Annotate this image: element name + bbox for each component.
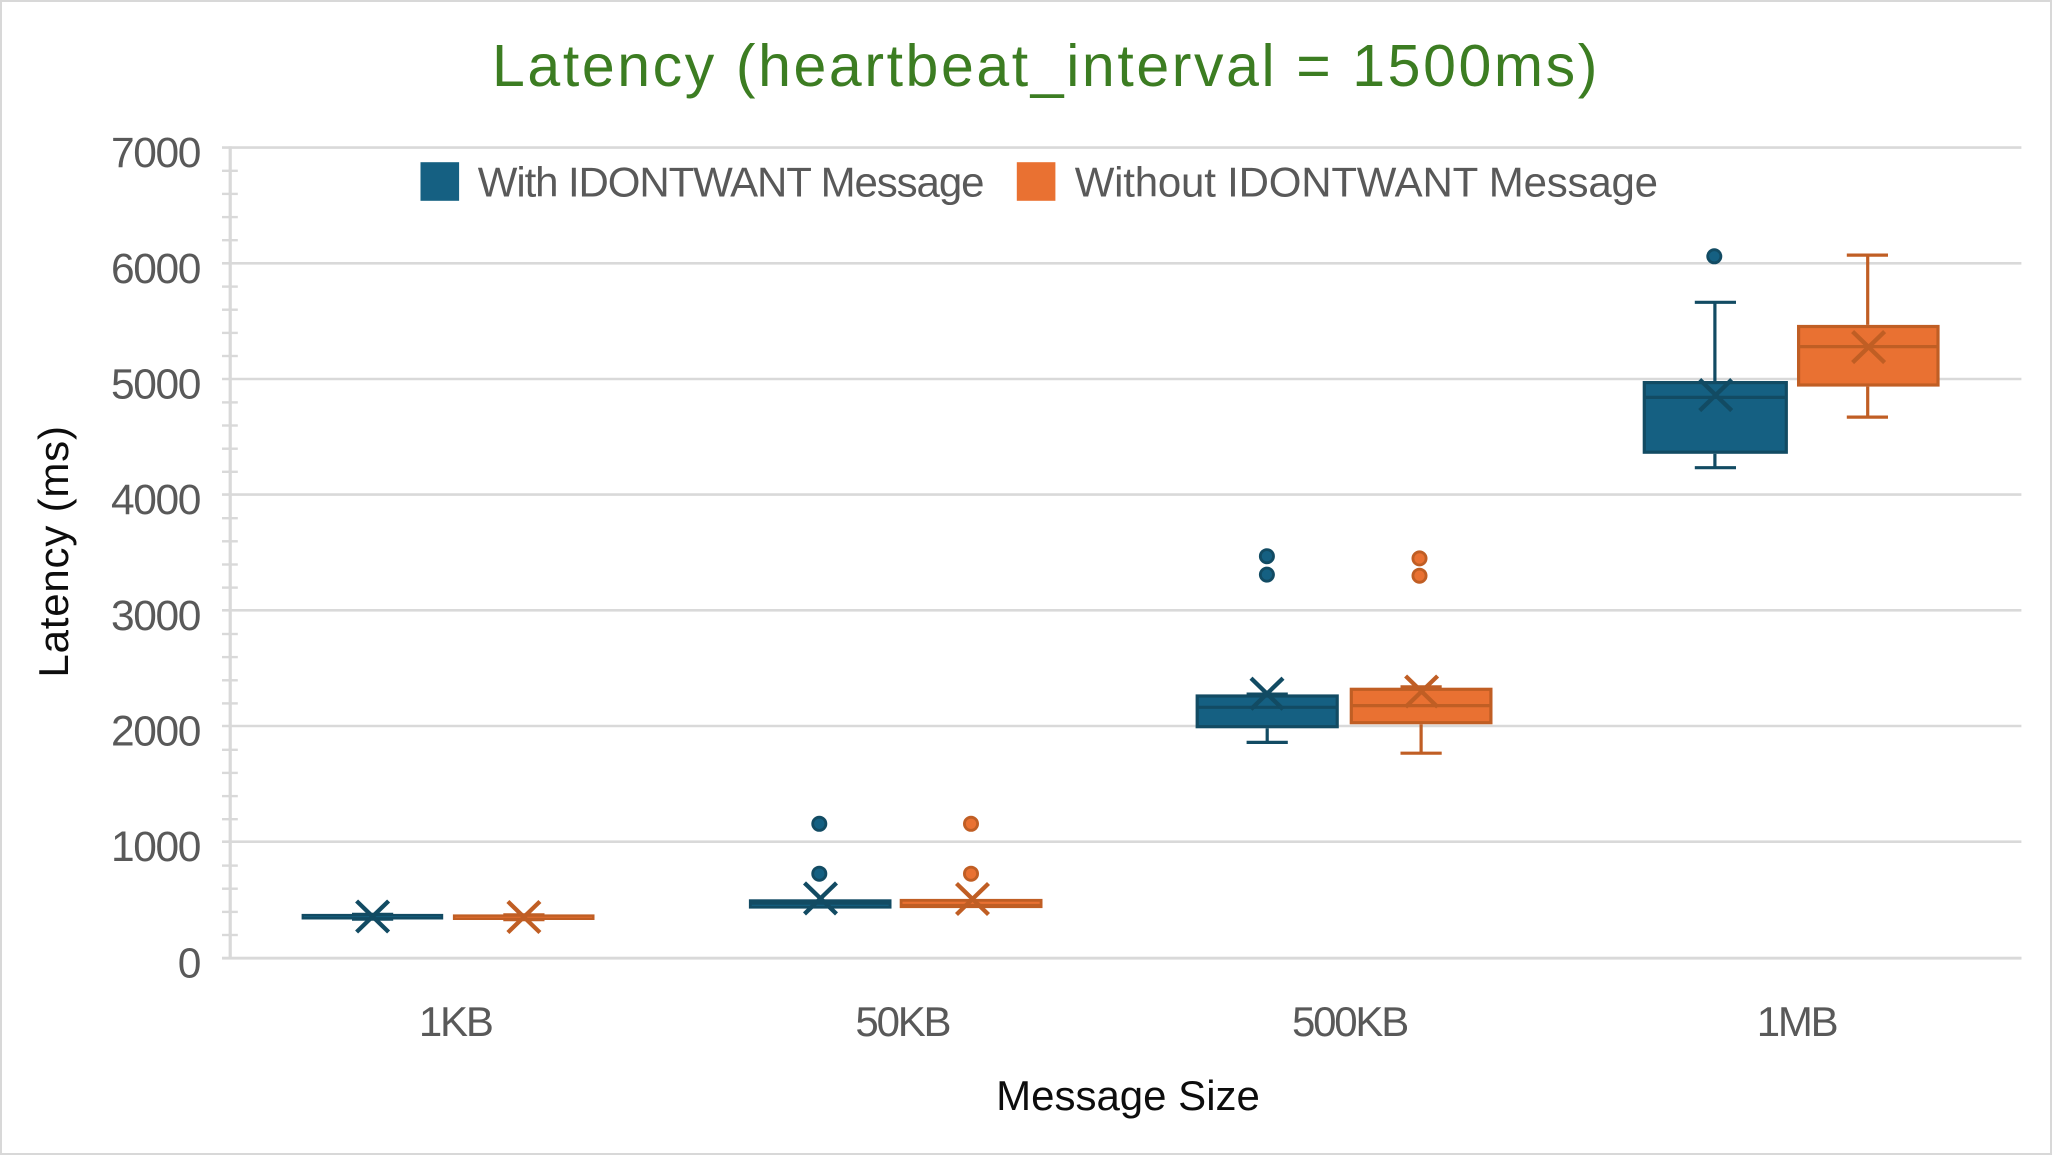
- svg-text:3000: 3000: [111, 593, 200, 640]
- svg-text:0: 0: [178, 941, 200, 988]
- svg-text:2000: 2000: [111, 709, 200, 756]
- svg-text:7000: 7000: [111, 130, 200, 177]
- svg-text:With IDONTWANT Message: With IDONTWANT Message: [478, 159, 984, 206]
- svg-text:1KB: 1KB: [419, 998, 492, 1045]
- svg-text:Latency (ms): Latency (ms): [30, 425, 77, 677]
- svg-text:5000: 5000: [111, 362, 200, 409]
- svg-text:50KB: 50KB: [855, 998, 949, 1045]
- svg-text:1000: 1000: [111, 824, 200, 871]
- svg-text:Latency (heartbeat_interval =: Latency (heartbeat_interval = 1500ms): [492, 33, 1600, 99]
- svg-text:1MB: 1MB: [1757, 998, 1837, 1045]
- svg-text:6000: 6000: [111, 246, 200, 293]
- svg-text:Without IDONTWANT Message: Without IDONTWANT Message: [1075, 159, 1658, 206]
- svg-text:Message Size: Message Size: [996, 1072, 1260, 1119]
- svg-text:4000: 4000: [111, 477, 200, 524]
- svg-text:500KB: 500KB: [1292, 998, 1407, 1045]
